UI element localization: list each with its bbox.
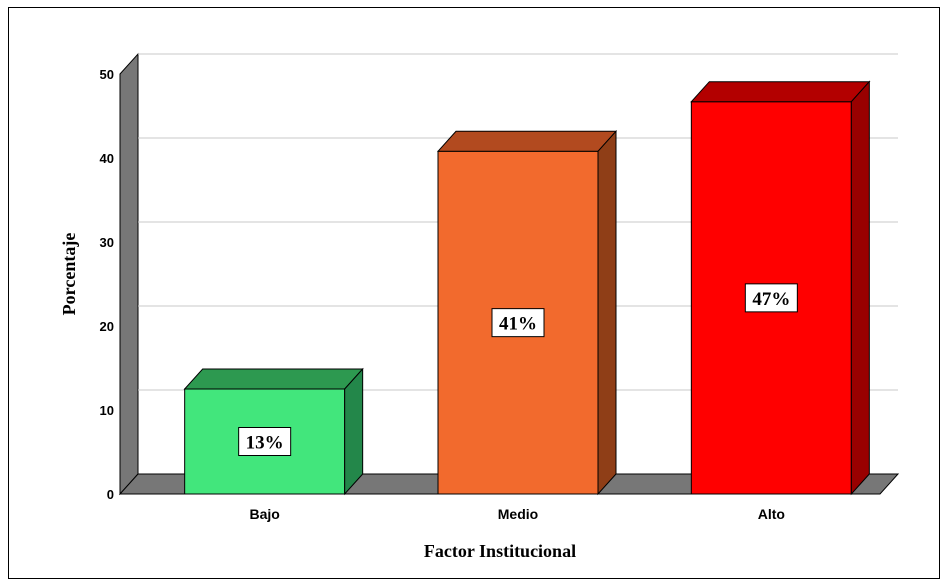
bar-top (690, 81, 871, 103)
y-tick-label: 50 (100, 67, 114, 82)
data-label-box (238, 427, 292, 456)
y-tick-label: 0 (107, 487, 114, 502)
bar-side (597, 129, 617, 496)
x-axis-categories: Bajo Medio Alto (249, 506, 784, 522)
y-tick-label: 30 (100, 235, 114, 250)
bar-top (436, 130, 618, 152)
bar-medio: 41% (436, 129, 618, 496)
x-tick-label: Bajo (249, 506, 279, 522)
bar-side (344, 367, 364, 496)
y-tick-label: 40 (100, 151, 114, 166)
bar-alto: 47% (690, 80, 871, 496)
data-label-box (491, 308, 545, 338)
bar-side (850, 80, 870, 496)
bar-bajo: 13% (183, 367, 364, 496)
y-tick-label: 20 (100, 319, 114, 334)
y-axis-ticks: 0 10 20 30 40 50 (100, 67, 114, 502)
bars: 13% 41% 47% (183, 80, 871, 496)
data-label: 41% (499, 314, 537, 335)
bar-top (183, 368, 364, 390)
y-tick-label: 10 (100, 403, 114, 418)
x-tick-label: Alto (758, 506, 785, 522)
x-tick-label: Medio (498, 506, 538, 522)
data-label-box (744, 283, 798, 313)
data-label: 47% (752, 289, 790, 310)
y-axis-title: Porcentaje (59, 233, 79, 316)
x-axis-title: Factor Institucional (424, 541, 576, 561)
left-wall (119, 52, 139, 496)
bar-chart: 13% 41% 47% 0 10 20 30 40 50 Bajo Medio Alto Fact… (59, 52, 900, 561)
data-label: 13% (246, 433, 284, 454)
